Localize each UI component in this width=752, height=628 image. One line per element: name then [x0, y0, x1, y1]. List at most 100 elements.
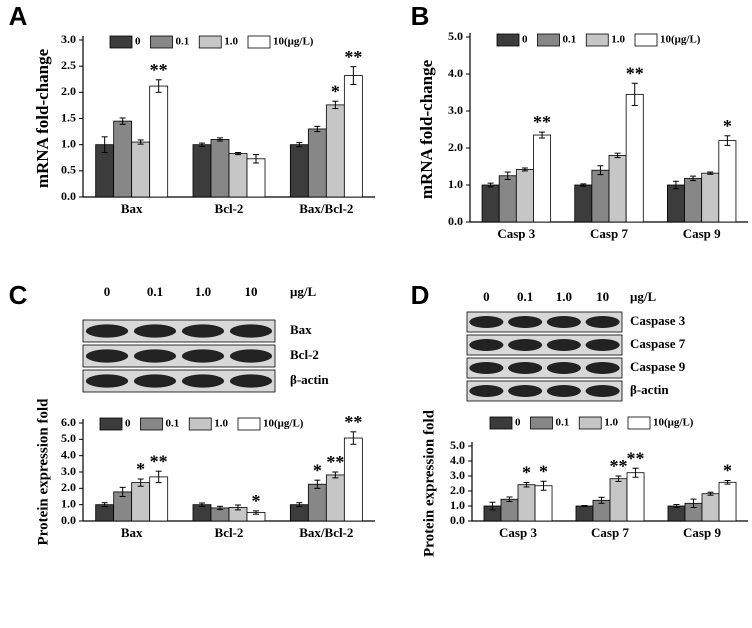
error-bar	[690, 498, 697, 508]
blot-band	[508, 385, 543, 397]
blot-lane-label: 0	[104, 284, 111, 299]
legend-label: 0.1	[563, 34, 577, 46]
bar	[131, 141, 151, 198]
significance-label: **	[344, 47, 362, 67]
blot-band	[469, 385, 504, 397]
error-bar	[119, 486, 126, 497]
blot-strip	[466, 311, 623, 333]
bar	[498, 175, 517, 223]
blot-lane-label: 0.1	[147, 284, 163, 299]
x-tick-label: Casp 9	[683, 525, 721, 540]
error-bar	[724, 135, 731, 146]
legend-swatch	[530, 416, 553, 430]
blot-band	[469, 339, 504, 351]
error-bar	[631, 82, 638, 106]
blot-band	[229, 324, 273, 338]
error-bar	[216, 137, 223, 142]
y-tick-label: 4.0	[61, 447, 76, 461]
y-tick-label: 3.0	[61, 32, 76, 46]
legend-label: 10(μg/L)	[653, 417, 694, 429]
error-bar	[296, 142, 303, 148]
significance-label: **	[150, 451, 168, 471]
bar	[131, 482, 151, 522]
blot-band	[469, 362, 504, 374]
y-tick-label: 1.0	[61, 136, 76, 150]
y-tick-label: 1.0	[450, 498, 465, 512]
blot-strip	[466, 380, 623, 402]
legend-swatch	[585, 33, 609, 47]
y-tick-label: 0.0	[61, 513, 76, 527]
error-bar	[198, 502, 205, 507]
significance-label: **	[610, 456, 628, 476]
error-bar	[155, 79, 162, 93]
blot-lane-label: 10	[245, 284, 258, 299]
y-tick-label: 5.0	[448, 29, 463, 43]
error-bar	[332, 100, 339, 110]
blot-strip	[82, 344, 276, 368]
blot-lane-label: 1.0	[556, 289, 572, 304]
legend-swatch	[489, 416, 513, 430]
x-tick-label: Casp 7	[590, 226, 628, 241]
blot-band	[585, 316, 620, 328]
blot-unit: μg/L	[630, 289, 656, 304]
y-tick-label: 3.0	[448, 103, 463, 117]
significance-label: *	[723, 116, 732, 136]
bar	[701, 172, 720, 223]
y-tick-label: 1.0	[448, 177, 463, 191]
significance-label: **	[627, 448, 645, 468]
y-tick-label: 0.0	[61, 189, 76, 203]
blot-lane-label: 1.0	[195, 284, 211, 299]
significance-label: *	[313, 460, 322, 480]
legend-label: 10(μg/L)	[660, 34, 701, 46]
y-tick-label: 2.0	[450, 483, 465, 497]
significance-label: *	[522, 463, 531, 483]
error-bar	[614, 152, 621, 159]
y-axis-label: Protein expression fold	[421, 409, 437, 557]
significance-label: *	[331, 81, 340, 101]
y-axis-label: mRNA fold-change	[417, 59, 436, 199]
legend-label: 0	[125, 418, 131, 430]
blot-band	[546, 339, 581, 351]
bar	[500, 498, 519, 522]
blot-strip	[466, 334, 623, 356]
blot-band	[181, 324, 225, 338]
error-bar	[253, 510, 260, 515]
blot-band	[508, 339, 543, 351]
error-bar	[581, 505, 588, 507]
legend-label: 10(μg/L)	[273, 36, 314, 48]
significance-label: *	[136, 459, 145, 479]
bar	[517, 484, 536, 522]
significance-label: *	[252, 491, 261, 511]
blot-band	[508, 362, 543, 374]
significance-label: **	[533, 112, 551, 132]
significance-label: **	[326, 452, 344, 472]
bar	[667, 505, 686, 522]
error-bar	[540, 480, 547, 491]
blot-band	[546, 362, 581, 374]
error-bar	[489, 501, 496, 511]
blot-strip	[82, 319, 276, 343]
error-bar	[690, 175, 697, 182]
bar	[591, 169, 610, 223]
x-tick-label: Bax	[121, 201, 143, 216]
legend-label: 0	[522, 34, 528, 46]
y-tick-label: 6.0	[61, 415, 76, 429]
bar	[718, 481, 737, 522]
legend-label: 0.1	[176, 36, 190, 48]
legend-label: 10(μg/L)	[263, 418, 304, 430]
blot-lane-label: 0	[483, 289, 490, 304]
blot-band	[546, 385, 581, 397]
legend-label: 1.0	[224, 36, 238, 48]
error-bar	[521, 167, 528, 172]
significance-label: **	[150, 60, 168, 80]
blot-unit: μg/L	[290, 284, 316, 299]
panel-label: B	[411, 1, 430, 31]
error-bar	[137, 478, 144, 487]
error-bar	[350, 66, 357, 85]
bar	[343, 75, 363, 198]
blot-band	[85, 349, 129, 363]
legend-label: 0.1	[556, 417, 570, 429]
error-bar	[539, 131, 546, 139]
error-bar	[332, 471, 339, 479]
